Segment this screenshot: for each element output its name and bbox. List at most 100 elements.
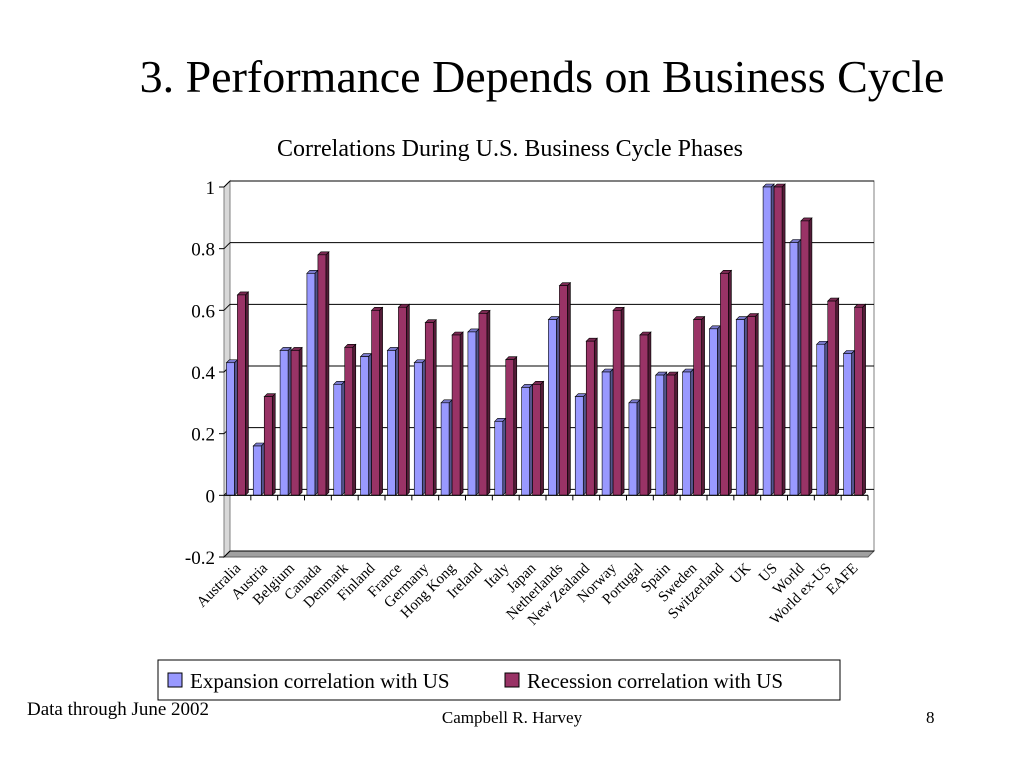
- bar-front: [398, 306, 407, 496]
- bar-side: [556, 315, 560, 497]
- bar-side: [395, 346, 399, 497]
- bar: [333, 380, 346, 497]
- bar: [290, 346, 303, 497]
- bar-front: [693, 319, 702, 496]
- bar: [574, 392, 587, 497]
- bar-front: [505, 359, 515, 496]
- bar-front: [263, 396, 273, 496]
- bar-front: [440, 402, 450, 496]
- gridline-diag: [223, 303, 231, 311]
- bar-front: [451, 334, 461, 496]
- bar-side: [234, 359, 238, 497]
- gridline-diag: [223, 180, 231, 188]
- bar-side: [835, 297, 840, 497]
- bar: [279, 346, 292, 497]
- bar-front: [333, 384, 343, 496]
- bar-front: [226, 362, 235, 496]
- bar: [451, 331, 464, 497]
- bar-side: [260, 442, 265, 497]
- legend-label: Expansion correlation with US: [190, 669, 450, 693]
- bar-side: [636, 399, 641, 497]
- bar: [359, 352, 373, 497]
- bar-side: [271, 392, 276, 497]
- y-tick-label: 0.8: [191, 240, 215, 261]
- gridline-diag: [223, 550, 231, 558]
- bar-front: [585, 340, 595, 496]
- bar-front: [494, 421, 504, 496]
- bar: [639, 331, 652, 497]
- bar: [263, 392, 276, 497]
- bar: [558, 281, 572, 497]
- bar-front: [628, 402, 638, 496]
- bar-front: [521, 387, 530, 496]
- bar-side: [701, 315, 705, 497]
- bar-front: [762, 186, 772, 496]
- bar-side: [808, 217, 813, 497]
- bar: [547, 315, 561, 497]
- bar-front: [709, 328, 718, 496]
- bar: [386, 346, 400, 497]
- bar-front: [655, 374, 665, 496]
- bar-side: [245, 291, 249, 497]
- bar: [397, 303, 411, 497]
- x-tick-label: UK: [727, 560, 754, 587]
- bar: [719, 269, 733, 497]
- bar-side: [743, 315, 748, 497]
- bar: [252, 442, 265, 497]
- bar-front: [682, 371, 691, 496]
- bar: [666, 371, 679, 497]
- bar-side: [620, 306, 625, 497]
- bar-side: [314, 269, 319, 497]
- bar-front: [639, 334, 649, 496]
- bar-front: [720, 273, 729, 496]
- bar: [655, 371, 668, 497]
- bar-side: [582, 392, 587, 497]
- bar-front: [612, 310, 622, 496]
- y-tick-label: 0.2: [191, 425, 215, 446]
- bar: [708, 325, 722, 497]
- footer-note: Data through June 2002: [27, 699, 210, 720]
- bar-front: [559, 285, 568, 496]
- bar-side: [448, 399, 453, 497]
- slide-title: 3. Performance Depends on Business Cycle: [139, 51, 945, 102]
- legend: Expansion correlation with US Recession c…: [157, 659, 841, 701]
- bar-front: [789, 242, 799, 496]
- bar-front: [827, 300, 837, 496]
- bar: [520, 383, 534, 497]
- y-tick-label: -0.2: [185, 548, 215, 569]
- bar-side: [341, 380, 346, 497]
- bar-front: [816, 343, 826, 496]
- y-tick-label: 0: [206, 486, 216, 507]
- bar-side: [797, 238, 802, 497]
- bar-front: [601, 371, 611, 496]
- bar: [853, 303, 867, 497]
- bar-side: [406, 303, 410, 497]
- legend-swatch: [504, 672, 520, 688]
- legend-label: Recession correlation with US: [527, 669, 783, 693]
- legend-box: [157, 659, 841, 701]
- bar-front: [532, 384, 541, 496]
- bar: [746, 312, 759, 497]
- bar-front: [371, 310, 380, 496]
- bar: [842, 349, 856, 497]
- bar-side: [368, 352, 372, 497]
- bar: [494, 417, 507, 497]
- bar: [413, 359, 426, 497]
- bar-front: [746, 316, 756, 496]
- bar-side: [486, 309, 491, 497]
- floor: [222, 550, 876, 558]
- bar: [681, 368, 695, 497]
- bar: [306, 269, 319, 497]
- bar-front: [800, 220, 810, 496]
- bar: [531, 380, 545, 497]
- bar: [816, 340, 829, 497]
- bar-side: [513, 355, 518, 497]
- bar-front: [666, 374, 676, 496]
- bar-front: [237, 294, 246, 496]
- bar-front: [467, 331, 477, 496]
- bar-front: [478, 313, 488, 496]
- bar-side: [459, 331, 464, 497]
- bar: [612, 306, 625, 497]
- chart-title: Correlations During U.S. Business Cycle …: [277, 136, 743, 162]
- bar: [317, 251, 330, 497]
